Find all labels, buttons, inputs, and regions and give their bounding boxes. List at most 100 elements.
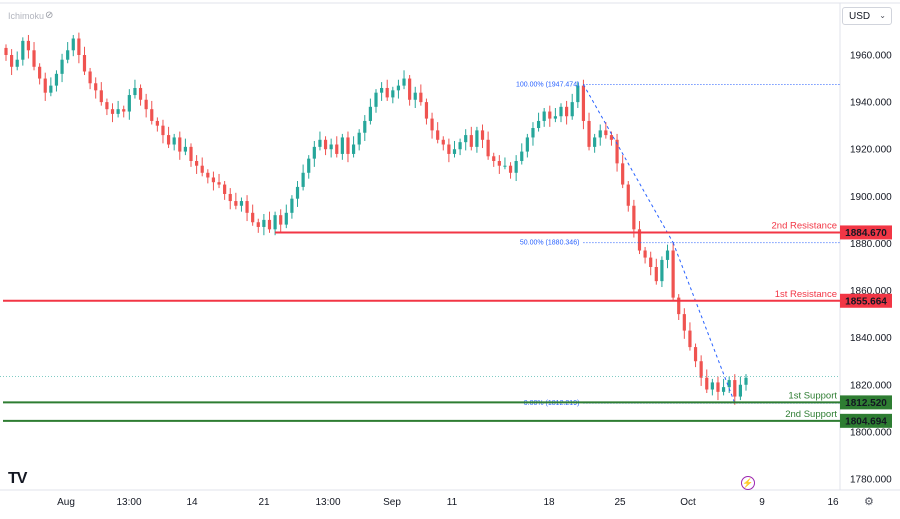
candle-body xyxy=(553,116,557,119)
price-tag-value: 1855.664 xyxy=(845,296,887,307)
candle-body xyxy=(665,250,670,260)
time-tick-label: 13:00 xyxy=(315,497,340,508)
price-tick-label: 1820.000 xyxy=(850,380,892,391)
candle-body xyxy=(279,215,283,225)
candle-body xyxy=(290,198,294,213)
candle-body xyxy=(273,215,277,230)
candle-body xyxy=(480,130,485,140)
candle-body xyxy=(189,146,193,161)
support-label: 1st Support xyxy=(788,390,837,401)
candle-body xyxy=(329,144,333,150)
candle-body xyxy=(211,177,216,183)
candle-body xyxy=(49,85,53,93)
hide-eye-icon[interactable]: ⊘ xyxy=(45,10,54,21)
candle-body xyxy=(239,201,244,206)
candle-body xyxy=(323,139,328,150)
candle-body xyxy=(368,106,372,121)
time-tick-label: 11 xyxy=(447,497,458,508)
price-tag-value: 1804.694 xyxy=(845,416,887,427)
candle-body xyxy=(380,87,384,93)
candle-body xyxy=(301,172,305,187)
candle-body xyxy=(15,59,19,67)
candle-body xyxy=(419,92,423,103)
candle-body xyxy=(727,380,731,388)
candle-body xyxy=(632,205,636,230)
price-tag xyxy=(840,413,892,428)
candle-body xyxy=(424,102,429,119)
candle-body xyxy=(312,146,316,159)
candle-body xyxy=(710,382,714,390)
candle-body xyxy=(621,163,625,185)
settings-gear-icon[interactable]: ⚙ xyxy=(864,496,874,508)
candle-body xyxy=(178,137,182,152)
candle-body xyxy=(721,387,726,392)
indicator-watermark: Ichimoku xyxy=(8,11,45,21)
candle-body xyxy=(565,106,569,117)
candle-body xyxy=(492,156,496,161)
candle-body xyxy=(346,137,350,154)
candle-body xyxy=(206,172,210,178)
candle-body xyxy=(43,78,47,93)
resistance-label: 1st Resistance xyxy=(775,289,837,300)
candle-body xyxy=(32,50,36,67)
candle-body xyxy=(581,85,586,121)
price-tick-label: 1840.000 xyxy=(850,333,892,344)
candle-body xyxy=(413,92,417,100)
candle-body xyxy=(66,50,70,60)
candle-body xyxy=(604,130,608,136)
candle-body xyxy=(615,139,619,164)
candle-body xyxy=(559,106,563,117)
price-tag xyxy=(840,225,892,240)
candle-body xyxy=(318,139,322,147)
price-tag xyxy=(840,293,892,308)
candle-body xyxy=(503,165,507,167)
candle-body xyxy=(150,109,154,121)
time-tick-label: Oct xyxy=(680,497,696,508)
candle-body xyxy=(357,132,361,145)
candle-body xyxy=(82,55,87,72)
candle-body xyxy=(234,201,238,206)
candle-body xyxy=(447,144,451,154)
candle-body xyxy=(514,161,518,173)
candle-body xyxy=(284,212,288,225)
candle-body xyxy=(172,137,176,145)
candle-body xyxy=(705,377,709,390)
candle-body xyxy=(54,73,59,86)
fib-level-label: 0.00% (1812.219) xyxy=(524,400,580,407)
flash-icon[interactable]: ⚡ xyxy=(741,476,755,490)
time-tick-label: 25 xyxy=(614,497,626,508)
candle-body xyxy=(738,384,742,397)
candle-body xyxy=(88,71,92,84)
candle-body xyxy=(525,137,529,152)
candle-body xyxy=(677,297,681,315)
time-tick-label: Sep xyxy=(383,497,401,508)
candle-body xyxy=(475,130,479,147)
candle-body xyxy=(26,40,31,51)
candle-body xyxy=(682,314,686,331)
price-tick-label: 1960.000 xyxy=(850,51,892,62)
candle-body xyxy=(217,182,221,185)
candle-body xyxy=(144,99,148,110)
candle-body xyxy=(570,102,574,117)
candle-body xyxy=(531,128,535,138)
candle-body xyxy=(307,158,311,173)
time-tick-label: 21 xyxy=(258,497,270,508)
candle-body xyxy=(155,120,159,126)
candle-body xyxy=(402,78,406,86)
candle-body xyxy=(396,85,401,91)
fib-level-label: 100.00% (1947.474) xyxy=(516,82,579,89)
candle-body xyxy=(436,130,440,140)
price-tick-label: 1800.000 xyxy=(850,427,892,438)
candle-body xyxy=(408,78,412,100)
candle-body xyxy=(105,102,109,110)
currency-select[interactable]: USD ⌄ xyxy=(842,7,892,25)
candle-body xyxy=(295,186,300,199)
price-tag-value: 1884.670 xyxy=(845,228,887,239)
candle-body xyxy=(508,165,513,173)
time-tick-label: 14 xyxy=(186,497,198,508)
candle-body xyxy=(161,125,165,136)
candle-body xyxy=(99,90,103,103)
price-tick-label: 1880.000 xyxy=(850,239,892,250)
